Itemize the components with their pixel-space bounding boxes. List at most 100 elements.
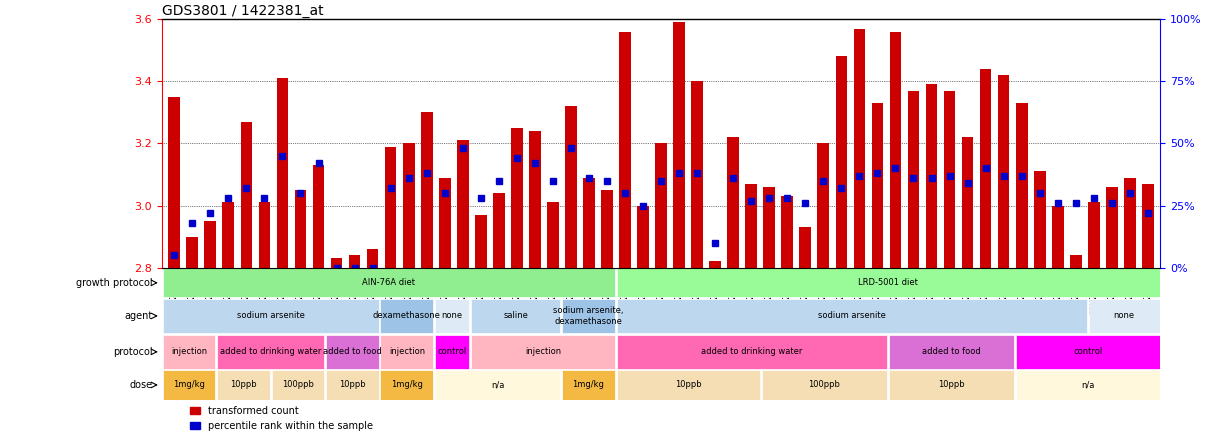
Text: control: control xyxy=(438,347,467,357)
Text: 10ppb: 10ppb xyxy=(938,381,965,389)
Bar xyxy=(709,262,721,268)
Bar xyxy=(908,91,919,268)
Bar xyxy=(548,202,558,268)
Bar xyxy=(800,227,812,268)
Bar xyxy=(169,97,180,268)
FancyBboxPatch shape xyxy=(762,370,888,400)
Bar xyxy=(890,32,901,268)
FancyBboxPatch shape xyxy=(435,299,469,333)
Text: agent: agent xyxy=(124,311,153,321)
Text: AIN-76A diet: AIN-76A diet xyxy=(362,278,415,287)
Text: saline: saline xyxy=(503,311,528,321)
FancyBboxPatch shape xyxy=(380,335,433,369)
Text: 1mg/kg: 1mg/kg xyxy=(391,381,423,389)
Text: added to food: added to food xyxy=(323,347,382,357)
FancyBboxPatch shape xyxy=(562,299,615,333)
Bar xyxy=(205,221,216,268)
Text: sodium arsenite,
dexamethasone: sodium arsenite, dexamethasone xyxy=(554,306,624,325)
Bar xyxy=(1088,202,1100,268)
Text: dexamethasone: dexamethasone xyxy=(373,311,440,321)
Bar xyxy=(943,91,955,268)
FancyBboxPatch shape xyxy=(326,370,379,400)
Bar xyxy=(367,249,379,268)
Bar xyxy=(727,137,739,268)
Text: none: none xyxy=(1113,311,1135,321)
FancyBboxPatch shape xyxy=(472,299,561,333)
FancyBboxPatch shape xyxy=(616,370,760,400)
Bar xyxy=(655,143,667,268)
Bar xyxy=(312,165,324,268)
Text: sodium arsenite: sodium arsenite xyxy=(818,311,885,321)
Text: control: control xyxy=(1073,347,1102,357)
Bar xyxy=(637,206,649,268)
Text: dose: dose xyxy=(129,380,153,390)
Text: 100ppb: 100ppb xyxy=(282,381,314,389)
Text: none: none xyxy=(441,311,463,321)
Bar xyxy=(979,69,991,268)
Legend: transformed count, percentile rank within the sample: transformed count, percentile rank withi… xyxy=(187,402,376,435)
Bar xyxy=(439,178,451,268)
FancyBboxPatch shape xyxy=(1017,335,1160,369)
FancyBboxPatch shape xyxy=(326,335,379,369)
Text: GDS3801 / 1422381_at: GDS3801 / 1422381_at xyxy=(162,4,323,18)
Text: 1mg/kg: 1mg/kg xyxy=(573,381,604,389)
FancyBboxPatch shape xyxy=(163,370,215,400)
FancyBboxPatch shape xyxy=(616,268,1160,297)
Bar xyxy=(349,255,361,268)
Text: protocol: protocol xyxy=(113,347,153,357)
Text: LRD-5001 diet: LRD-5001 diet xyxy=(859,278,918,287)
Text: injection: injection xyxy=(525,347,561,357)
FancyBboxPatch shape xyxy=(616,335,888,369)
Bar xyxy=(1142,184,1154,268)
Bar xyxy=(601,190,613,268)
FancyBboxPatch shape xyxy=(163,299,379,333)
Text: 10ppb: 10ppb xyxy=(675,381,702,389)
FancyBboxPatch shape xyxy=(616,299,1087,333)
Bar xyxy=(222,202,234,268)
FancyBboxPatch shape xyxy=(562,370,615,400)
Text: n/a: n/a xyxy=(1081,381,1095,389)
Bar xyxy=(854,28,865,268)
Bar xyxy=(385,147,397,268)
Bar xyxy=(1106,187,1118,268)
Text: added to food: added to food xyxy=(923,347,980,357)
FancyBboxPatch shape xyxy=(435,335,469,369)
Bar xyxy=(961,137,973,268)
Bar xyxy=(781,196,794,268)
FancyBboxPatch shape xyxy=(889,335,1014,369)
Bar xyxy=(1124,178,1136,268)
Text: 10ppb: 10ppb xyxy=(230,381,257,389)
FancyBboxPatch shape xyxy=(217,335,324,369)
Bar xyxy=(294,190,306,268)
Bar xyxy=(1052,206,1064,268)
Bar xyxy=(1070,255,1082,268)
Bar xyxy=(566,106,576,268)
FancyBboxPatch shape xyxy=(271,370,324,400)
Text: added to drinking water: added to drinking water xyxy=(219,347,321,357)
Bar xyxy=(457,140,469,268)
Bar xyxy=(836,56,848,268)
FancyBboxPatch shape xyxy=(380,299,433,333)
Bar xyxy=(997,75,1009,268)
Bar xyxy=(421,112,433,268)
FancyBboxPatch shape xyxy=(217,370,270,400)
Text: sodium arsenite: sodium arsenite xyxy=(236,311,305,321)
Bar xyxy=(745,184,757,268)
Bar xyxy=(818,143,830,268)
Text: injection: injection xyxy=(171,347,207,357)
Bar xyxy=(403,143,415,268)
Bar xyxy=(619,32,631,268)
FancyBboxPatch shape xyxy=(1089,299,1160,333)
Bar xyxy=(1015,103,1028,268)
FancyBboxPatch shape xyxy=(435,370,561,400)
Bar xyxy=(240,122,252,268)
Bar xyxy=(763,187,775,268)
Bar xyxy=(475,215,487,268)
FancyBboxPatch shape xyxy=(472,335,615,369)
Bar xyxy=(276,78,288,268)
Text: growth protocol: growth protocol xyxy=(76,278,153,288)
Bar xyxy=(493,193,504,268)
Text: n/a: n/a xyxy=(491,381,504,389)
Bar xyxy=(926,84,937,268)
Bar xyxy=(691,81,703,268)
